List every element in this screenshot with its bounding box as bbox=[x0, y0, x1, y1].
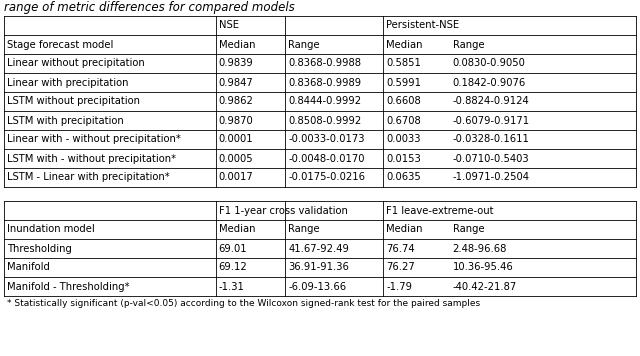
Text: 0.0153: 0.0153 bbox=[386, 153, 421, 163]
Text: LSTM with precipitation: LSTM with precipitation bbox=[7, 115, 124, 126]
Text: F1 1-year cross validation: F1 1-year cross validation bbox=[219, 205, 348, 215]
Text: 0.8508-0.9992: 0.8508-0.9992 bbox=[288, 115, 362, 126]
Text: 36.91-91.36: 36.91-91.36 bbox=[288, 262, 349, 272]
Text: -0.0033-0.0173: -0.0033-0.0173 bbox=[288, 135, 365, 145]
Text: Median: Median bbox=[219, 40, 255, 49]
Text: 0.0001: 0.0001 bbox=[219, 135, 253, 145]
Text: 0.6608: 0.6608 bbox=[386, 96, 421, 106]
Text: F1 leave-extreme-out: F1 leave-extreme-out bbox=[386, 205, 493, 215]
Text: -1.79: -1.79 bbox=[386, 282, 412, 292]
Text: -0.0710-0.5403: -0.0710-0.5403 bbox=[452, 153, 529, 163]
Text: Median: Median bbox=[219, 225, 255, 235]
Text: Stage forecast model: Stage forecast model bbox=[7, 40, 113, 49]
Text: * Statistically significant (p-val<0.05) according to the Wilcoxon signed-rank t: * Statistically significant (p-val<0.05)… bbox=[7, 299, 480, 308]
Text: -0.0328-0.1611: -0.0328-0.1611 bbox=[452, 135, 529, 145]
Text: 0.0005: 0.0005 bbox=[219, 153, 253, 163]
Text: NSE: NSE bbox=[219, 21, 239, 31]
Text: 0.6708: 0.6708 bbox=[386, 115, 421, 126]
Text: 0.5851: 0.5851 bbox=[386, 58, 421, 68]
Text: Inundation model: Inundation model bbox=[7, 225, 95, 235]
Text: 0.8368-0.9988: 0.8368-0.9988 bbox=[288, 58, 361, 68]
Text: LSTM - Linear with precipitation*: LSTM - Linear with precipitation* bbox=[7, 173, 170, 183]
Text: Thresholding: Thresholding bbox=[7, 244, 72, 253]
Text: -0.6079-0.9171: -0.6079-0.9171 bbox=[452, 115, 530, 126]
Text: 0.9862: 0.9862 bbox=[219, 96, 253, 106]
Text: Range: Range bbox=[452, 40, 484, 49]
Text: 0.9847: 0.9847 bbox=[219, 78, 253, 88]
Text: 69.12: 69.12 bbox=[219, 262, 248, 272]
Text: LSTM without precipitation: LSTM without precipitation bbox=[7, 96, 140, 106]
Text: Range: Range bbox=[452, 225, 484, 235]
Text: -6.09-13.66: -6.09-13.66 bbox=[288, 282, 346, 292]
Text: 0.9839: 0.9839 bbox=[219, 58, 253, 68]
Text: -1.31: -1.31 bbox=[219, 282, 244, 292]
Text: Median: Median bbox=[386, 225, 422, 235]
Text: 0.9870: 0.9870 bbox=[219, 115, 253, 126]
Text: -1.0971-0.2504: -1.0971-0.2504 bbox=[452, 173, 529, 183]
Text: 0.8368-0.9989: 0.8368-0.9989 bbox=[288, 78, 362, 88]
Text: range of metric differences for compared models: range of metric differences for compared… bbox=[4, 1, 295, 14]
Text: -0.0048-0.0170: -0.0048-0.0170 bbox=[288, 153, 365, 163]
Text: 69.01: 69.01 bbox=[219, 244, 247, 253]
Text: -40.42-21.87: -40.42-21.87 bbox=[452, 282, 517, 292]
Text: -0.8824-0.9124: -0.8824-0.9124 bbox=[452, 96, 529, 106]
Text: LSTM with - without precipitation*: LSTM with - without precipitation* bbox=[7, 153, 176, 163]
Text: 0.0033: 0.0033 bbox=[386, 135, 420, 145]
Text: 76.74: 76.74 bbox=[386, 244, 415, 253]
Text: 0.0017: 0.0017 bbox=[219, 173, 253, 183]
Text: 10.36-95.46: 10.36-95.46 bbox=[452, 262, 513, 272]
Text: 0.0830-0.9050: 0.0830-0.9050 bbox=[452, 58, 525, 68]
Text: Range: Range bbox=[288, 225, 320, 235]
Text: 0.1842-0.9076: 0.1842-0.9076 bbox=[452, 78, 526, 88]
Text: Linear with - without precipitation*: Linear with - without precipitation* bbox=[7, 135, 181, 145]
Text: 41.67-92.49: 41.67-92.49 bbox=[288, 244, 349, 253]
Text: 2.48-96.68: 2.48-96.68 bbox=[452, 244, 507, 253]
Text: -0.0175-0.0216: -0.0175-0.0216 bbox=[288, 173, 365, 183]
Text: Manifold - Thresholding*: Manifold - Thresholding* bbox=[7, 282, 130, 292]
Text: Linear without precipitation: Linear without precipitation bbox=[7, 58, 145, 68]
Text: 76.27: 76.27 bbox=[386, 262, 415, 272]
Text: Median: Median bbox=[386, 40, 422, 49]
Text: Persistent-NSE: Persistent-NSE bbox=[386, 21, 460, 31]
Text: Linear with precipitation: Linear with precipitation bbox=[7, 78, 129, 88]
Text: 0.0635: 0.0635 bbox=[386, 173, 421, 183]
Text: 0.5991: 0.5991 bbox=[386, 78, 421, 88]
Text: Range: Range bbox=[288, 40, 320, 49]
Text: Manifold: Manifold bbox=[7, 262, 50, 272]
Text: 0.8444-0.9992: 0.8444-0.9992 bbox=[288, 96, 362, 106]
